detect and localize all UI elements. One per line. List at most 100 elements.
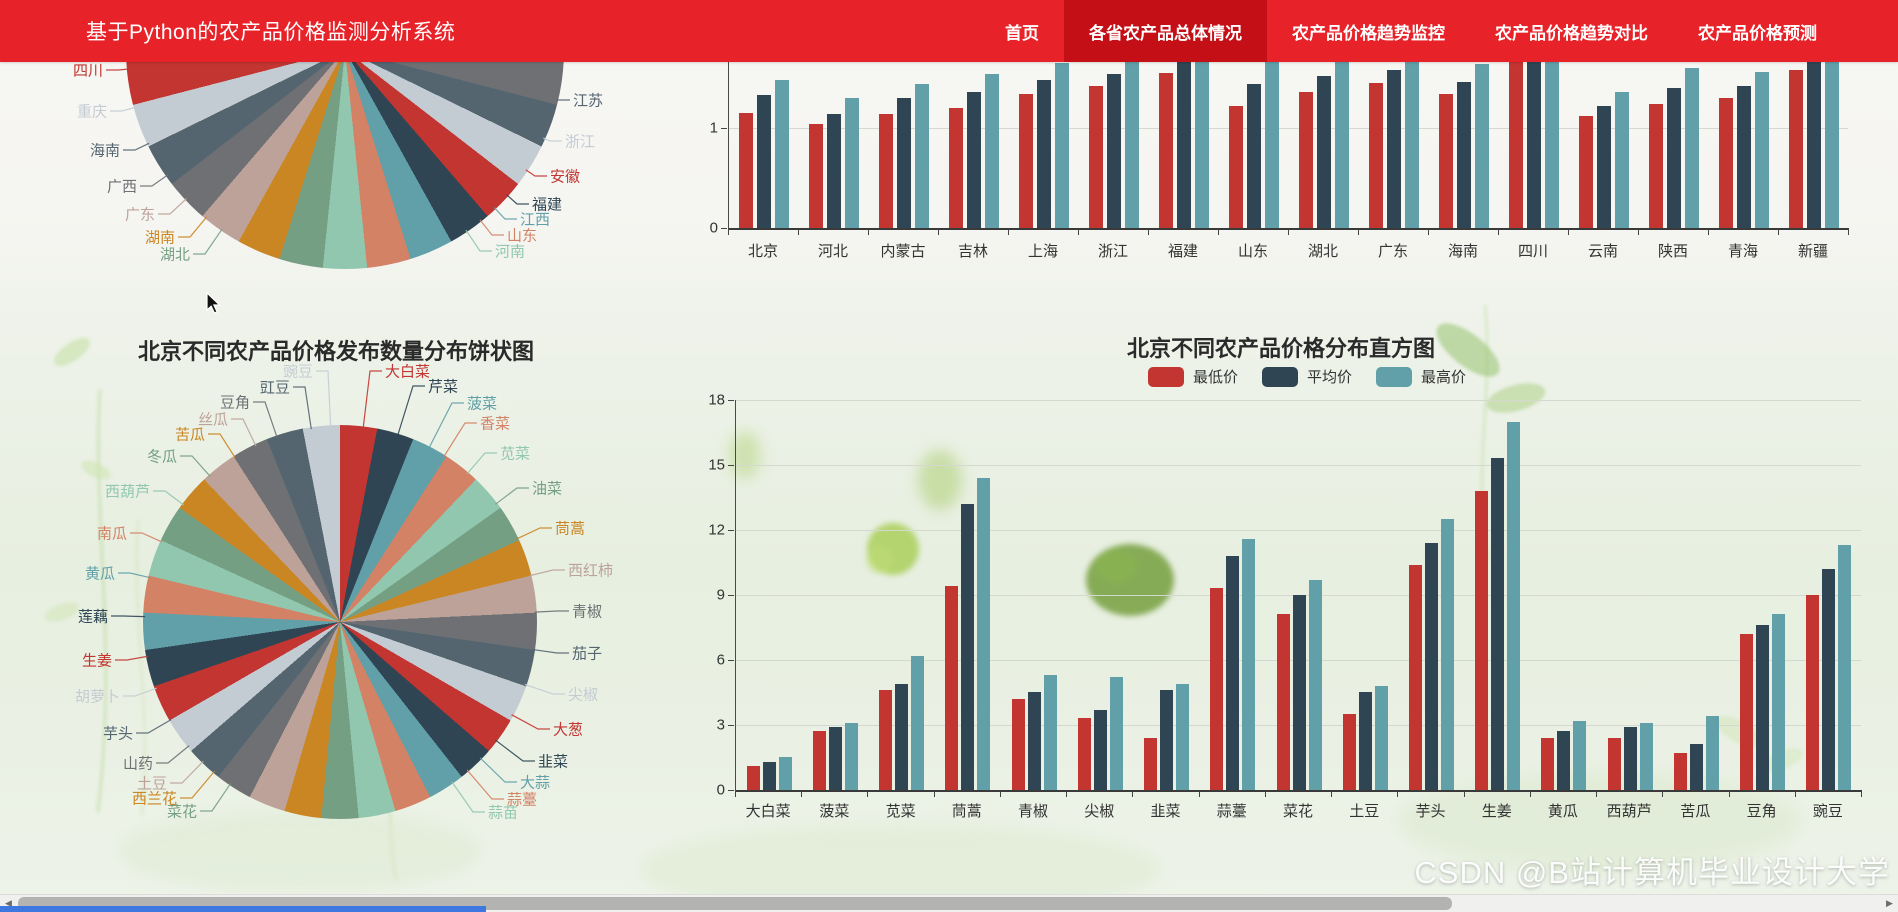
bar[interactable] <box>845 98 859 228</box>
bar[interactable] <box>1247 84 1261 228</box>
bar[interactable] <box>1685 68 1699 228</box>
bar[interactable] <box>1557 731 1571 790</box>
bar[interactable] <box>985 74 999 228</box>
bar[interactable] <box>1509 62 1523 228</box>
bar[interactable] <box>961 504 975 790</box>
legend-item-0[interactable]: 最低价 <box>1148 366 1238 387</box>
bar[interactable] <box>1276 614 1290 790</box>
bar[interactable] <box>1545 62 1559 228</box>
bar[interactable] <box>1541 738 1555 790</box>
bar[interactable] <box>1639 723 1653 790</box>
bar[interactable] <box>1789 70 1803 228</box>
bar[interactable] <box>1144 738 1158 790</box>
bar[interactable] <box>746 766 760 790</box>
bar[interactable] <box>1019 94 1033 228</box>
bar[interactable] <box>1607 738 1621 790</box>
bar[interactable] <box>1027 692 1041 790</box>
bar[interactable] <box>1623 727 1637 790</box>
legend-item-2[interactable]: 最高价 <box>1376 366 1466 387</box>
nav-item-2[interactable]: 农产品价格趋势监控 <box>1292 23 1445 43</box>
bar[interactable] <box>911 656 925 790</box>
bar[interactable] <box>1055 63 1069 228</box>
bar[interactable] <box>897 98 911 228</box>
scroll-left-arrow-icon[interactable]: ◀ <box>5 898 12 908</box>
bar[interactable] <box>1159 73 1173 228</box>
bar[interactable] <box>1667 88 1681 228</box>
bar[interactable] <box>1229 106 1243 228</box>
bar[interactable] <box>1475 64 1489 228</box>
bar[interactable] <box>1176 684 1190 790</box>
bar[interactable] <box>828 727 842 790</box>
bar[interactable] <box>1457 82 1471 228</box>
bar[interactable] <box>739 113 753 228</box>
bar[interactable] <box>1226 556 1240 790</box>
bar[interactable] <box>775 80 789 228</box>
nav-item-4[interactable]: 农产品价格预测 <box>1698 23 1817 43</box>
legend-item-1[interactable]: 平均价 <box>1262 366 1352 387</box>
bar[interactable] <box>1527 62 1541 228</box>
beijing-price-histogram[interactable] <box>735 400 1862 792</box>
bar[interactable] <box>1374 686 1388 790</box>
bar[interactable] <box>977 478 991 790</box>
bar[interactable] <box>1440 519 1454 790</box>
bar[interactable] <box>1369 83 1383 228</box>
bar[interactable] <box>1408 565 1422 790</box>
bar[interactable] <box>1242 539 1256 790</box>
bar[interactable] <box>1405 62 1419 228</box>
bar[interactable] <box>1756 625 1770 790</box>
bar[interactable] <box>1299 92 1313 228</box>
bar[interactable] <box>1387 70 1401 228</box>
bar[interactable] <box>844 723 858 790</box>
nav-item-1[interactable]: 各省农产品总体情况 <box>1064 0 1267 62</box>
scroll-right-arrow-icon[interactable]: ▶ <box>1886 898 1893 908</box>
bar[interactable] <box>1597 106 1611 228</box>
bar[interactable] <box>949 108 963 228</box>
bar[interactable] <box>1292 595 1306 790</box>
bar[interactable] <box>1125 62 1139 228</box>
bar[interactable] <box>1673 753 1687 790</box>
bar[interactable] <box>1491 458 1505 790</box>
bar[interactable] <box>1424 543 1438 790</box>
bar[interactable] <box>1579 116 1593 228</box>
bar[interactable] <box>757 95 771 228</box>
bar[interactable] <box>1615 92 1629 228</box>
bar[interactable] <box>1573 721 1587 790</box>
bar[interactable] <box>1265 62 1279 228</box>
nav-item-3[interactable]: 农产品价格趋势对比 <box>1495 23 1648 43</box>
bar[interactable] <box>967 92 981 228</box>
bar[interactable] <box>1342 714 1356 790</box>
bar[interactable] <box>895 684 909 790</box>
bar[interactable] <box>1807 62 1821 228</box>
bar[interactable] <box>762 762 776 790</box>
bar[interactable] <box>1160 690 1174 790</box>
bar[interactable] <box>1195 62 1209 228</box>
bar[interactable] <box>1719 98 1733 228</box>
nav-item-0[interactable]: 首页 <box>1005 23 1039 43</box>
bar[interactable] <box>1649 104 1663 228</box>
bar[interactable] <box>1308 580 1322 790</box>
bar[interactable] <box>1439 94 1453 228</box>
province-price-bar-chart[interactable] <box>728 62 1849 230</box>
bar[interactable] <box>1093 710 1107 790</box>
bar[interactable] <box>1825 62 1839 228</box>
bar[interactable] <box>827 114 841 228</box>
bar[interactable] <box>1335 62 1349 228</box>
bar[interactable] <box>879 690 893 790</box>
bar[interactable] <box>812 731 826 790</box>
bar[interactable] <box>879 114 893 228</box>
bar[interactable] <box>1838 545 1852 790</box>
bar[interactable] <box>1740 634 1754 790</box>
bar[interactable] <box>778 757 792 790</box>
bar[interactable] <box>1077 718 1091 790</box>
bar[interactable] <box>1806 595 1820 790</box>
bar[interactable] <box>1772 614 1786 790</box>
beijing-count-pie[interactable] <box>143 425 537 819</box>
bar[interactable] <box>1507 422 1521 790</box>
bar[interactable] <box>915 84 929 228</box>
bar[interactable] <box>1737 86 1751 228</box>
bar[interactable] <box>1107 74 1121 228</box>
bar[interactable] <box>1317 76 1331 228</box>
bar[interactable] <box>1043 675 1057 790</box>
bar[interactable] <box>1705 716 1719 790</box>
bar[interactable] <box>1011 699 1025 790</box>
